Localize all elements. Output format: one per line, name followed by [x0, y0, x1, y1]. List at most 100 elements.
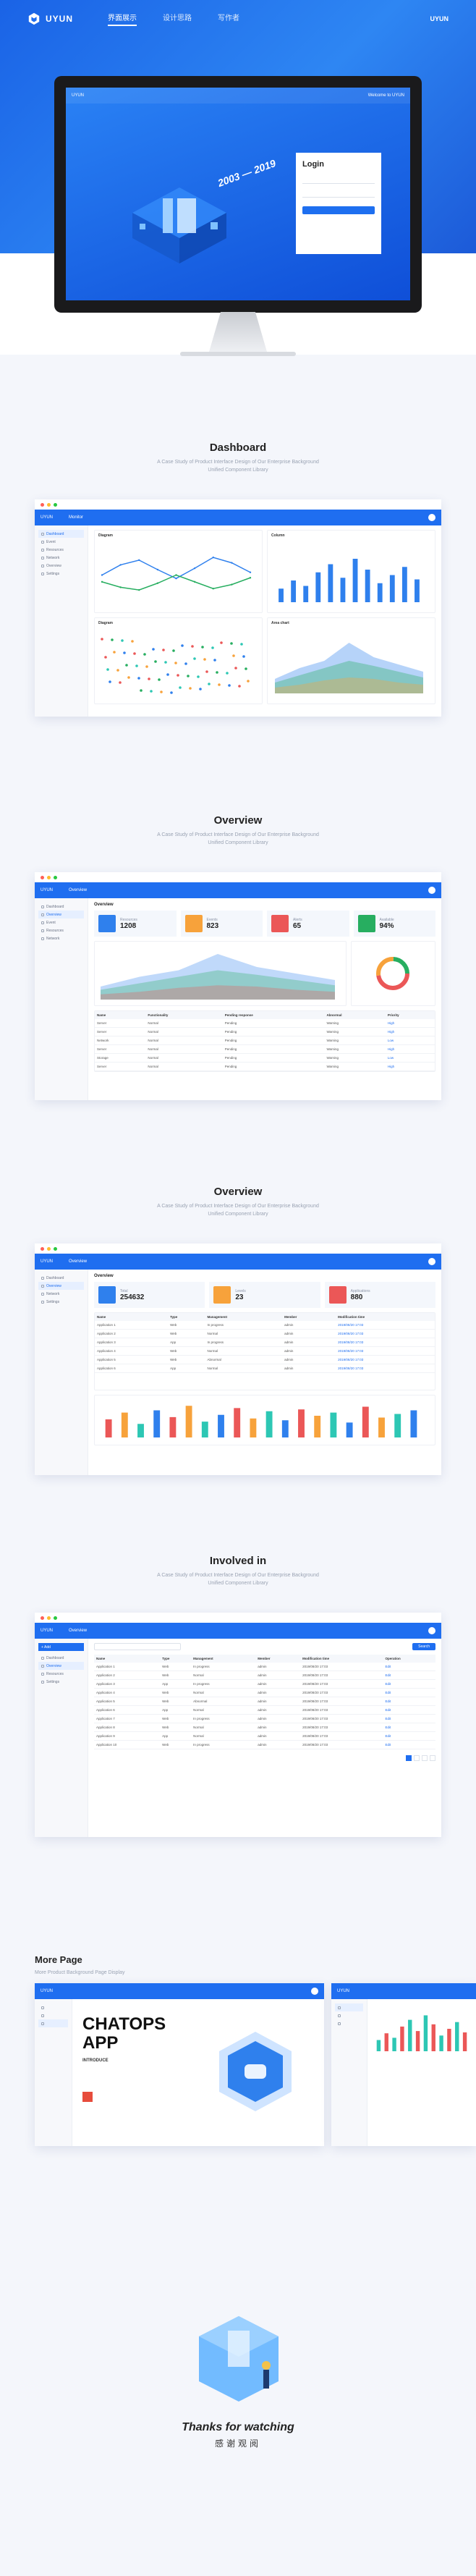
sidebar-item-network[interactable]	[335, 2019, 363, 2027]
sidebar-item-resources[interactable]: Resources	[38, 926, 84, 934]
table-row[interactable]: Application 2 Web Normal admin 2019/08/20 17…	[94, 1671, 435, 1680]
add-button[interactable]: + Add	[38, 1643, 84, 1651]
table-row[interactable]: Application 8 Web Normal admin 2019/08/20 17…	[94, 1723, 435, 1732]
close-dot[interactable]	[41, 875, 44, 879]
login-button[interactable]	[302, 206, 375, 214]
table-header[interactable]: Modification time	[300, 1655, 383, 1663]
table-cell[interactable]: Low	[385, 1053, 435, 1063]
minimize-dot[interactable]	[47, 875, 51, 879]
table-header[interactable]: Modification time	[336, 1313, 435, 1321]
table-cell[interactable]: 2019/08/20 17:03	[336, 1355, 435, 1364]
user-menu[interactable]	[428, 1627, 435, 1634]
table-cell[interactable]: Edit	[383, 1697, 435, 1706]
nav-item-showcase[interactable]: 界面展示	[108, 12, 137, 26]
table-cell[interactable]: Edit	[383, 1671, 435, 1680]
table-row[interactable]: Application 9 App Normal admin 2019/08/20 17…	[94, 1731, 435, 1741]
page-button[interactable]	[414, 1755, 420, 1761]
table-cell[interactable]: Edit	[383, 1740, 435, 1749]
table-row[interactable]: Application 3 App In progress admin 2019/08/…	[94, 1679, 435, 1689]
table-cell[interactable]: 2019/08/20 17:03	[336, 1338, 435, 1347]
table-header[interactable]: Name	[95, 1313, 169, 1321]
table-row[interactable]: Application 3 App In progress admin 2019/08/…	[95, 1338, 435, 1347]
table-cell[interactable]: Edit	[383, 1723, 435, 1732]
password-field[interactable]	[302, 190, 375, 198]
sidebar-item-settings[interactable]: Settings	[38, 1298, 84, 1306]
table-row[interactable]: Server Normal Pending Warning High	[95, 1044, 435, 1054]
table-header[interactable]: Priority	[385, 1011, 435, 1019]
table-header[interactable]: Functionality	[145, 1011, 223, 1019]
sidebar-item-settings[interactable]: Settings	[38, 1678, 84, 1686]
sidebar-item-event[interactable]	[38, 2011, 68, 2019]
table-cell[interactable]: High	[385, 1062, 435, 1071]
table-header[interactable]: Type	[160, 1655, 192, 1663]
search-button[interactable]: Search	[412, 1643, 435, 1650]
minimize-dot[interactable]	[47, 502, 51, 507]
table-cell[interactable]: Edit	[383, 1705, 435, 1715]
table-header[interactable]: Name	[94, 1655, 161, 1663]
table-cell[interactable]: 2019/08/20 17:03	[336, 1329, 435, 1338]
stat-card[interactable]: Resources 1208	[94, 911, 177, 937]
brand-logo[interactable]: UYUN	[27, 12, 73, 25]
table-cell[interactable]: 2019/08/20 17:03	[336, 1321, 435, 1330]
table-cell[interactable]: 2019/08/20 17:03	[336, 1364, 435, 1373]
sidebar-item-event[interactable]: Event	[38, 919, 84, 926]
table-row[interactable]: Application 1 Web In progress admin 2019/08/…	[95, 1321, 435, 1330]
sidebar-item-network[interactable]: Network	[38, 1290, 84, 1298]
table-row[interactable]: Application 6 App Normal admin 2019/08/20 17…	[94, 1705, 435, 1715]
table-cell[interactable]: Edit	[383, 1663, 435, 1671]
table-cell[interactable]: Edit	[383, 1731, 435, 1741]
maximize-dot[interactable]	[54, 1246, 57, 1251]
sidebar-item-overview[interactable]: Overview	[38, 911, 84, 919]
sidebar-item-network[interactable]: Network	[38, 934, 84, 942]
sidebar-item-event[interactable]: Event	[38, 538, 84, 546]
close-dot[interactable]	[41, 1616, 44, 1620]
sidebar-item-overview[interactable]: Overview	[38, 562, 84, 570]
table-header[interactable]: Name	[95, 1011, 146, 1019]
stat-card[interactable]: Applications 880	[324, 1282, 435, 1308]
search-input[interactable]	[94, 1643, 181, 1650]
table-cell[interactable]: High	[385, 1027, 435, 1036]
nav-item-author[interactable]: 写作者	[218, 14, 240, 22]
sidebar-item-resources[interactable]: Resources	[38, 546, 84, 554]
table-row[interactable]: Application 5 Web Abnormal admin 2019/08/20 …	[95, 1355, 435, 1364]
sidebar-item-overview[interactable]: Overview	[38, 1282, 84, 1290]
table-cell[interactable]: Edit	[383, 1714, 435, 1723]
stat-card[interactable]: Alerts 65	[267, 911, 349, 937]
table-row[interactable]: Server Normal Pending Warning High	[95, 1062, 435, 1071]
table-cell[interactable]: 2019/08/20 17:03	[336, 1346, 435, 1356]
table-header[interactable]: Member	[255, 1655, 301, 1663]
table-row[interactable]: Application 10 Web In progress admin 2019/08…	[94, 1740, 435, 1749]
sidebar-item-settings[interactable]: Settings	[38, 570, 84, 578]
minimize-dot[interactable]	[47, 1246, 51, 1251]
nav-right-label[interactable]: UYUN	[430, 15, 449, 22]
user-menu[interactable]	[428, 514, 435, 521]
table-cell[interactable]: Edit	[383, 1679, 435, 1689]
user-menu[interactable]	[311, 1988, 318, 1995]
table-header[interactable]: Abnormal	[324, 1011, 386, 1019]
table-row[interactable]: Application 2 Web Normal admin 2019/08/20 17…	[95, 1329, 435, 1338]
sidebar-item-overview[interactable]: Overview	[38, 1662, 84, 1670]
nav-item-design[interactable]: 设计思路	[163, 14, 192, 22]
page-button[interactable]	[406, 1755, 412, 1761]
table-row[interactable]: Storage Normal Pending Warning Low	[95, 1053, 435, 1063]
username-field[interactable]	[302, 176, 375, 184]
sidebar-item-dashboard[interactable]: Dashboard	[38, 530, 84, 538]
user-menu[interactable]	[428, 1258, 435, 1265]
play-icon[interactable]	[82, 2092, 93, 2102]
page-button[interactable]	[422, 1755, 428, 1761]
table-header[interactable]: Member	[282, 1313, 336, 1321]
table-header[interactable]: Pending response	[222, 1011, 325, 1019]
table-row[interactable]: Application 7 Web In progress admin 2019/08/…	[94, 1714, 435, 1723]
sidebar-item-dashboard[interactable]: Dashboard	[38, 903, 84, 911]
close-dot[interactable]	[41, 502, 44, 507]
table-row[interactable]: Server Normal Pending Warning High	[95, 1019, 435, 1028]
table-header[interactable]: Management	[205, 1313, 283, 1321]
sidebar-item-event[interactable]	[335, 2011, 363, 2019]
table-row[interactable]: Application 6 App Normal admin 2019/08/20 17…	[95, 1364, 435, 1373]
maximize-dot[interactable]	[54, 502, 57, 507]
table-header[interactable]: Operation	[383, 1655, 435, 1663]
close-dot[interactable]	[41, 1246, 44, 1251]
table-row[interactable]: Application 4 Web Normal admin 2019/08/20 17…	[94, 1688, 435, 1697]
sidebar-item-dashboard[interactable]: Dashboard	[38, 1654, 84, 1662]
sidebar-item-dashboard[interactable]	[38, 2003, 68, 2011]
